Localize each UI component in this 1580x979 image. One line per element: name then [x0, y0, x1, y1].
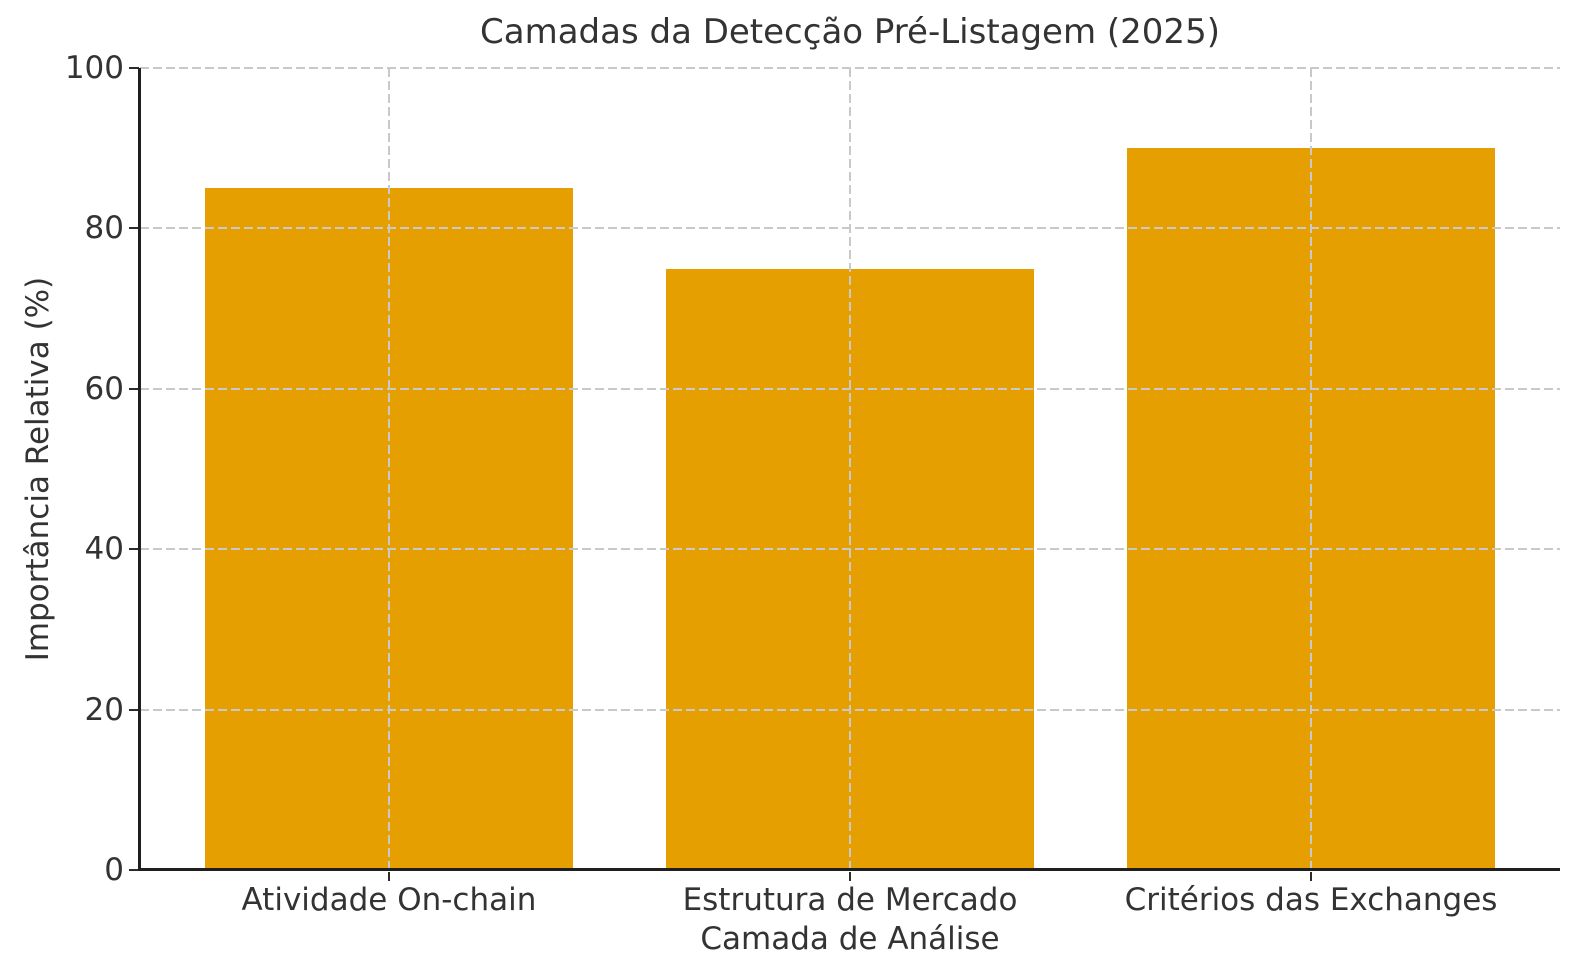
y-tick-mark: [129, 548, 139, 551]
chart-title: Camadas da Detecção Pré-Listagem (2025): [480, 12, 1220, 52]
y-tick-mark: [129, 869, 139, 871]
x-tick-mark: [387, 872, 390, 881]
y-tick-label: 0: [104, 852, 124, 888]
x-axis-label: Camada de Análise: [700, 921, 1000, 957]
y-tick-label: 100: [64, 50, 124, 86]
v-gridline: [1310, 68, 1313, 870]
x-axis-spine: [138, 868, 1560, 871]
x-tick-label: Estrutura de Mercado: [682, 882, 1018, 918]
y-tick-mark: [129, 387, 139, 390]
x-tick-mark: [1310, 872, 1313, 881]
y-tick-mark: [129, 227, 139, 230]
y-axis-spine: [138, 68, 141, 870]
plot-area: 0 20 40 60 80 100 Atividade On-chain Estrutura…: [65, 50, 1560, 918]
y-axis-label: Importância Relativa (%): [20, 276, 56, 662]
y-tick-label: 20: [84, 691, 124, 728]
v-gridline: [387, 68, 390, 870]
v-gridline: [849, 68, 851, 870]
x-tick-mark: [849, 872, 851, 881]
y-tick-mark: [129, 67, 139, 69]
y-tick-mark: [129, 708, 139, 711]
x-tick-label: Atividade On-chain: [241, 882, 537, 918]
x-tick-label: Critérios das Exchanges: [1124, 882, 1498, 918]
y-tick-label: 80: [84, 210, 124, 247]
y-tick-label: 60: [84, 370, 124, 407]
y-tick-label: 40: [84, 531, 124, 568]
